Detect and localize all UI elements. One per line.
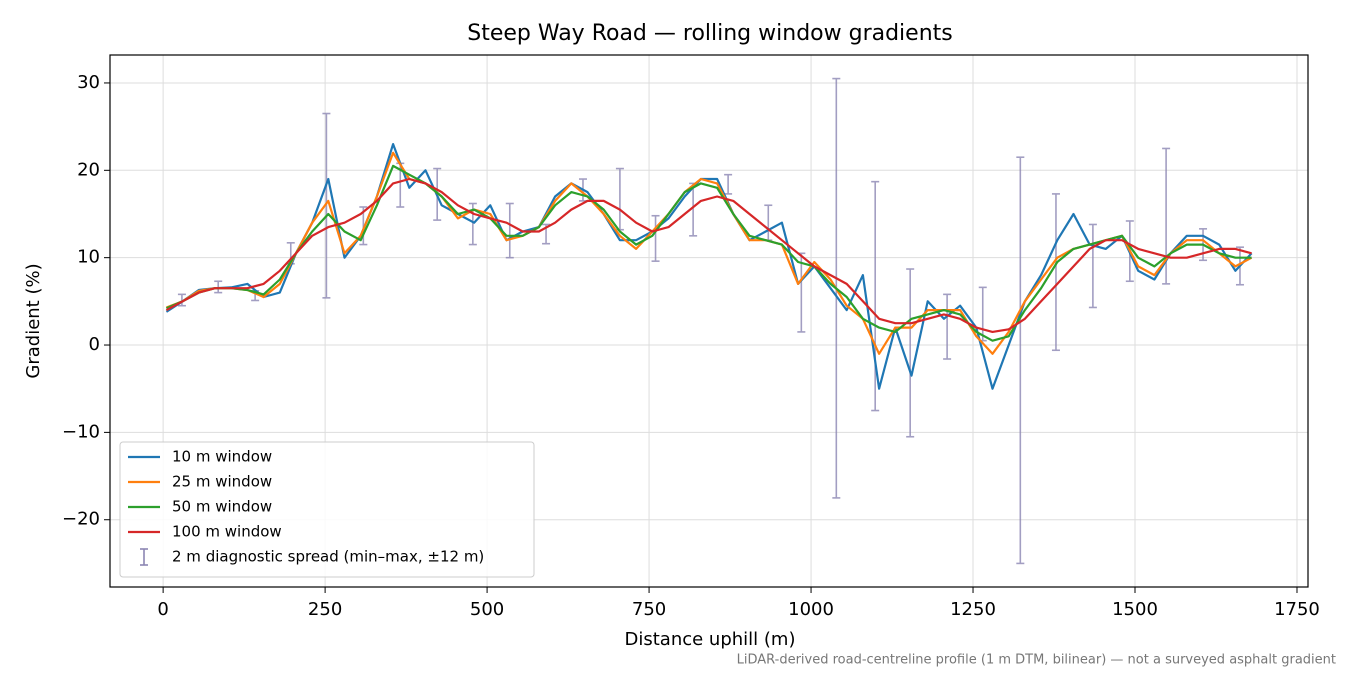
x-tick-label: 1000 (788, 599, 834, 620)
error-bar (1016, 156, 1025, 565)
chart-title: Steep Way Road — rolling window gradient… (467, 21, 953, 46)
y-tick-label: 30 (77, 72, 100, 93)
error-bar (724, 173, 733, 195)
error-bar (1088, 223, 1097, 309)
error-bar (651, 214, 660, 262)
caption: LiDAR-derived road-centreline profile (1… (737, 653, 1336, 668)
error-bar (214, 280, 223, 294)
x-tick-label: 1250 (950, 599, 996, 620)
error-bar (505, 202, 514, 259)
error-bar (906, 268, 915, 438)
x-tick-label: 1750 (1274, 599, 1320, 620)
legend-swatch (140, 548, 148, 566)
y-axis-label: Gradient (%) (23, 263, 44, 378)
y-tick-label: −20 (62, 509, 100, 530)
y-tick-label: 10 (77, 247, 100, 268)
x-tick-label: 500 (470, 599, 504, 620)
axes-frame (109, 54, 1309, 588)
x-tick-label: 750 (632, 599, 666, 620)
legend-label: 100 m window (172, 523, 282, 541)
x-axis-label: Distance uphill (m) (625, 629, 796, 650)
error-bar (943, 293, 952, 360)
legend-label: 50 m window (172, 498, 272, 516)
error-bar (177, 293, 186, 307)
series-line (165, 143, 1253, 390)
legend-label: 10 m window (172, 448, 272, 466)
x-tick-label: 1500 (1112, 599, 1158, 620)
error-bar (322, 112, 331, 299)
legend-label: 2 m diagnostic spread (min–max, ±12 m) (172, 548, 484, 566)
legend-label: 25 m window (172, 473, 272, 491)
error-bar (1051, 193, 1060, 352)
y-tick-label: 20 (77, 159, 100, 180)
x-tick-label: 0 (157, 599, 168, 620)
legend-box (119, 441, 535, 578)
error-bar (871, 180, 880, 412)
series-line (165, 177, 1252, 333)
y-tick-label: −10 (62, 421, 100, 442)
x-tick-label: 250 (308, 599, 342, 620)
y-tick-label: 0 (89, 334, 100, 355)
series-line (165, 164, 1252, 342)
